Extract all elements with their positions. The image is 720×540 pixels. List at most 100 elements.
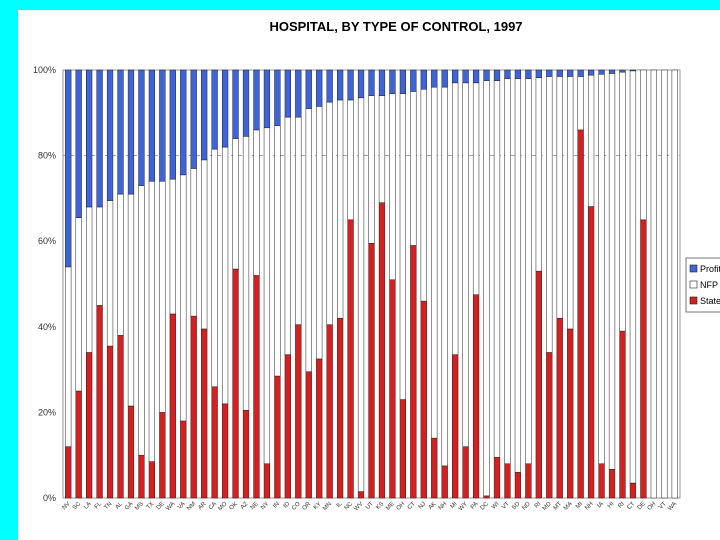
legend-swatch-nfp [689, 280, 698, 289]
bar-nfp-ct [410, 91, 417, 246]
x-tick-label: NY [260, 501, 270, 511]
x-axis-ticks: NV SC LA FL TN AL GA MS TX DE WA VA NM AR CA MO OK AZ NE NY… [62, 501, 679, 513]
chart-title: HOSPITAL, BY TYPE OF CONTROL, 1997 [269, 19, 522, 34]
x-tick-label: CT [626, 501, 636, 511]
bar-profit-ri [535, 69, 542, 78]
bar-profit-ky [316, 69, 323, 107]
bar-state-ak [431, 437, 438, 499]
legend-swatch-profit [689, 264, 698, 273]
x-tick-label: NE [250, 501, 260, 511]
bar-state-dc [483, 495, 490, 499]
x-tick-label: DC [480, 501, 491, 512]
bar-state-fl [96, 305, 103, 499]
bar-nfp-nj [420, 89, 427, 302]
bar-profit-ma [567, 69, 574, 77]
x-tick-label: NH [584, 501, 594, 511]
x-tick-label: MO [217, 501, 228, 512]
x-tick-label: PA [470, 501, 480, 511]
x-tick-label: AL [114, 501, 124, 511]
bar-profit-hi [608, 69, 616, 74]
bar-state-nv [65, 446, 72, 499]
x-tick-label: AZ [240, 501, 250, 511]
bar-profit-id [284, 69, 291, 118]
bar-state-ks [378, 202, 386, 499]
bar-profit-wy [462, 69, 469, 84]
bar-nfp-nc [347, 99, 354, 221]
x-tick-label: SC [72, 501, 83, 512]
x-tick-label: VA [177, 501, 187, 511]
y-tick-label: 20% [38, 407, 56, 417]
bar-profit-ct [410, 69, 417, 92]
bar-profit-ut [368, 69, 375, 96]
bar-state-tn [106, 345, 114, 499]
bar-profit-ny [263, 69, 271, 129]
bar-state-ca [211, 386, 218, 499]
bar-profit-sd [514, 69, 522, 79]
bar-profit-tn [106, 69, 114, 201]
x-tick-label: WA [165, 501, 176, 512]
bar-nfp-nh [441, 86, 448, 467]
bar-profit-pa [472, 69, 480, 84]
bar-state-oh [399, 399, 406, 499]
bar-profit-mo [221, 69, 229, 148]
x-tick-label: NJ [418, 501, 427, 510]
x-tick-label: GA [124, 501, 134, 511]
bar-state-wa [169, 313, 176, 499]
bar-nfp-nv [65, 266, 72, 447]
bar-nfp-ca [211, 148, 218, 387]
bar-state-id [284, 354, 291, 499]
bar-nfp-ks [378, 95, 386, 203]
bar-state-il [337, 317, 344, 499]
bar-profit-la [86, 69, 93, 208]
x-tick-label: MT [553, 501, 564, 512]
bar-nfp-ma [567, 76, 574, 330]
bar-profit-de [159, 69, 166, 182]
bar-profit-fl [96, 69, 103, 208]
bar-state-nh [441, 465, 448, 499]
bar-profit-tx [148, 69, 156, 182]
x-tick-label: RI [534, 501, 543, 510]
legend-label-nfp: NFP [700, 280, 718, 290]
bar-state-ct [629, 482, 637, 499]
bar-profit-oh [399, 69, 406, 94]
bar-profit-nv [65, 69, 72, 268]
bar-nfp-wy [462, 82, 469, 447]
bar-state-wv [357, 491, 365, 499]
y-tick-label: 80% [38, 151, 56, 161]
bar-state-az [242, 410, 250, 499]
bar-profit-nm [190, 69, 197, 169]
bar-nfp-mt [556, 76, 563, 319]
bar-nfp-pa [472, 82, 480, 295]
bar-nfp-vt [504, 78, 511, 465]
bar-profit-ms [138, 69, 145, 186]
x-tick-label: MI [450, 501, 459, 510]
bar-state-ar [201, 328, 208, 499]
bar-nfp-ut [368, 95, 375, 244]
legend-label-state: State [700, 296, 720, 306]
y-tick-label: 40% [38, 322, 56, 332]
x-tick-label: MS [134, 501, 145, 512]
bar-nfp-nm [190, 168, 197, 317]
bar-state-ne [253, 275, 260, 499]
bar-profit-ak [431, 69, 438, 88]
bar-state-sd [514, 472, 522, 499]
x-tick-label: LA [83, 501, 92, 510]
bar-state-wy [462, 446, 469, 499]
x-tick-label: FL [94, 501, 104, 511]
bar-nfp-tx [148, 181, 156, 462]
bar-nfp-va [180, 174, 187, 422]
bar-state-ct [410, 245, 417, 499]
bar-nfp-vt [661, 69, 668, 499]
bar-state-vt [504, 463, 511, 499]
bar-nfp-ky [316, 106, 323, 360]
bar-nfp-dc [483, 80, 490, 497]
bar-state-ri [619, 330, 626, 499]
bar-state-sc [75, 390, 82, 499]
bar-nfp-de [159, 181, 166, 413]
bar-profit-co [295, 69, 302, 118]
x-tick-label: OH [647, 501, 658, 512]
bar-profit-wa [169, 69, 176, 180]
x-tick-label: CT [407, 501, 417, 511]
x-tick-label: WY [458, 501, 469, 512]
x-tick-label: DE [637, 501, 647, 511]
